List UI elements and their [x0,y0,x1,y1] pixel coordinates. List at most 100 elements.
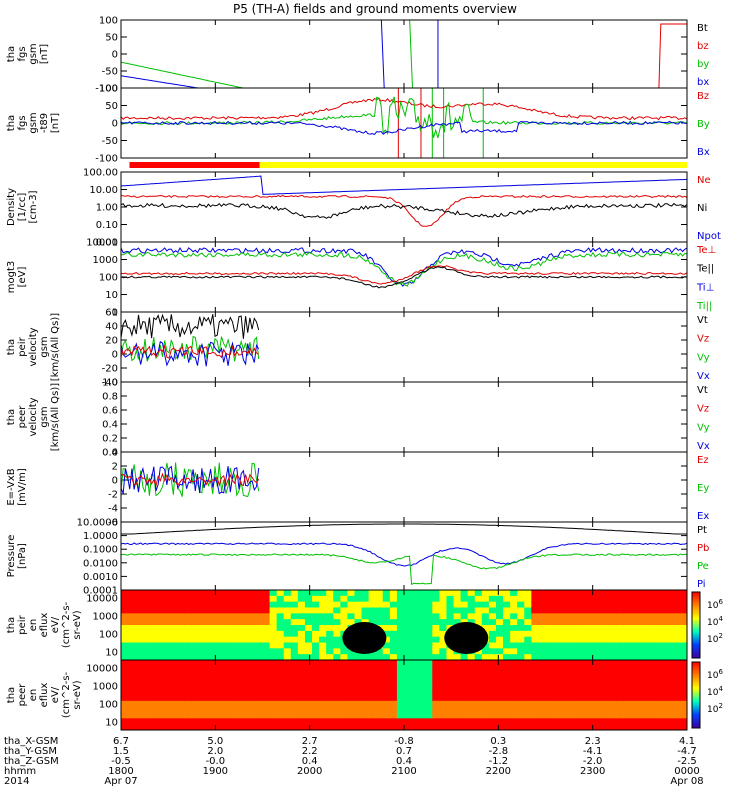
y-tick-label: -100 [95,154,118,165]
y-axis-label: Pressure [6,535,17,578]
legend-label: Vx [697,371,710,382]
legend-label: Ne [697,175,711,186]
ephemeris-label: hhmm [4,766,36,777]
y-tick-label: 0.1000 [83,545,118,556]
y-axis-label: [nPa] [17,543,28,569]
legend-label: Te|| [696,264,714,275]
y-axis-label: sr-eV) [72,610,83,639]
y-tick-label: -6 [108,518,118,529]
legend-label: Pi [697,579,706,590]
y-tick-label: 0.4 [102,420,118,431]
ephemeris-value: 0.4 [302,756,318,767]
y-tick-label: 10 [105,718,118,729]
colorbar-tick-label: 106 [707,668,723,681]
y-tick-label: 20 [105,336,118,347]
y-tick-label: 2 [112,462,118,473]
x-date-label: Apr 07 [104,776,137,787]
colorbar-tick-label: 102 [707,702,723,715]
y-tick-label: 4 [112,448,118,459]
legend-label: Te⊥ [696,245,716,256]
legend-label: Pe [697,561,709,572]
y-tick-label: 0.0100 [83,558,118,569]
legend-label: Vz [697,404,709,415]
y-tick-label: -50 [102,136,118,147]
panel-frame [120,381,688,453]
legend-label: Bz [697,91,709,102]
y-axis-label: [nT] [50,113,61,133]
series-green-line [121,61,246,88]
y-tick-label: 50 [105,101,118,112]
y-tick-label: 100 [99,630,118,641]
y-tick-label: 100 [99,84,118,95]
y-tick-label: -4 [108,504,118,515]
y-axis-label: [km/s(All Qs)] [50,313,61,381]
series-blue-line [121,465,260,495]
y-axis-label: tha [6,687,17,703]
y-axis-label: peer [17,405,28,429]
legend-label: Ni [697,203,707,214]
y-axis-label: [mV/m] [17,468,28,506]
x-tick-label: 1800 [108,766,133,777]
series-blue-line [121,542,687,567]
y-tick-label: 0.0010 [83,572,118,583]
y-axis-label: fgs [17,46,28,61]
y-tick-label: 10000 [86,594,118,605]
legend-label: Bt [697,23,708,34]
ephemeris-value: 2.3 [585,736,601,747]
y-axis-label: eflux [39,683,50,708]
ephemeris-value: -4.7 [677,746,697,757]
mode-bar-red [129,162,260,168]
panel-frame [120,19,688,89]
legend-label: Ey [697,483,709,494]
y-tick-label: 1.0 [102,378,118,389]
series-green-line [121,462,260,498]
series-green-line [121,553,687,586]
legend-label: Pb [697,543,709,554]
series-red-line [121,97,687,121]
y-axis-label: [km/s(All Qs)] [50,383,61,451]
y-axis-label: en [28,619,39,632]
y-tick-label: -2 [108,490,118,501]
x-tick-label: 1900 [203,766,228,777]
legend-label: Vy [697,422,710,433]
legend-label: bx [697,77,709,88]
ephemeris-value: -0.5 [111,756,131,767]
ephemeris-value: 0.3 [490,736,506,747]
y-axis-label: E=-VxB [6,468,17,505]
data-void [342,622,387,654]
legend-label: Vx [697,441,710,452]
ephemeris-value: 0.7 [396,746,412,757]
colorbar [691,591,701,659]
ephemeris-label: tha_X-GSM [4,736,58,747]
ephemeris-value: 5.0 [207,736,223,747]
y-tick-label: 60 [105,308,118,319]
y-axis-label: gsm [28,43,39,64]
ephemeris-value: 2.7 [302,736,318,747]
series-red-line [121,265,687,285]
ephemeris-value: -0.0 [206,756,226,767]
x-tick-label: 0000 [674,766,699,777]
y-tick-label: 1 [112,308,118,319]
y-tick-label: -40 [102,378,118,389]
y-tick-label: 10 [105,290,118,301]
y-axis-label: (cm^2-s- [61,601,72,648]
y-axis-label: (cm^2-s- [61,671,72,718]
y-tick-label: 10000 [86,238,118,249]
y-tick-label: 100 [99,700,118,711]
series-red-line [121,472,260,488]
ephemeris-value: 2.0 [207,746,223,757]
y-axis-label: gsm [39,336,50,357]
legend-label: bz [697,41,709,52]
y-tick-label: 10000 [86,664,118,675]
series-black-line [121,313,260,339]
y-tick-label: -100 [95,84,118,95]
legend-label: Npot [697,231,721,242]
mode-bar-yellow [259,162,687,168]
y-axis-label: tha [6,617,17,633]
y-axis-label: [cm-3] [28,190,39,223]
ephemeris-value: -2.5 [677,756,697,767]
y-tick-label: 0.01 [96,238,118,249]
page-title: P5 (TH-A) fields and ground moments over… [233,2,517,16]
series-blue-line [121,340,260,367]
